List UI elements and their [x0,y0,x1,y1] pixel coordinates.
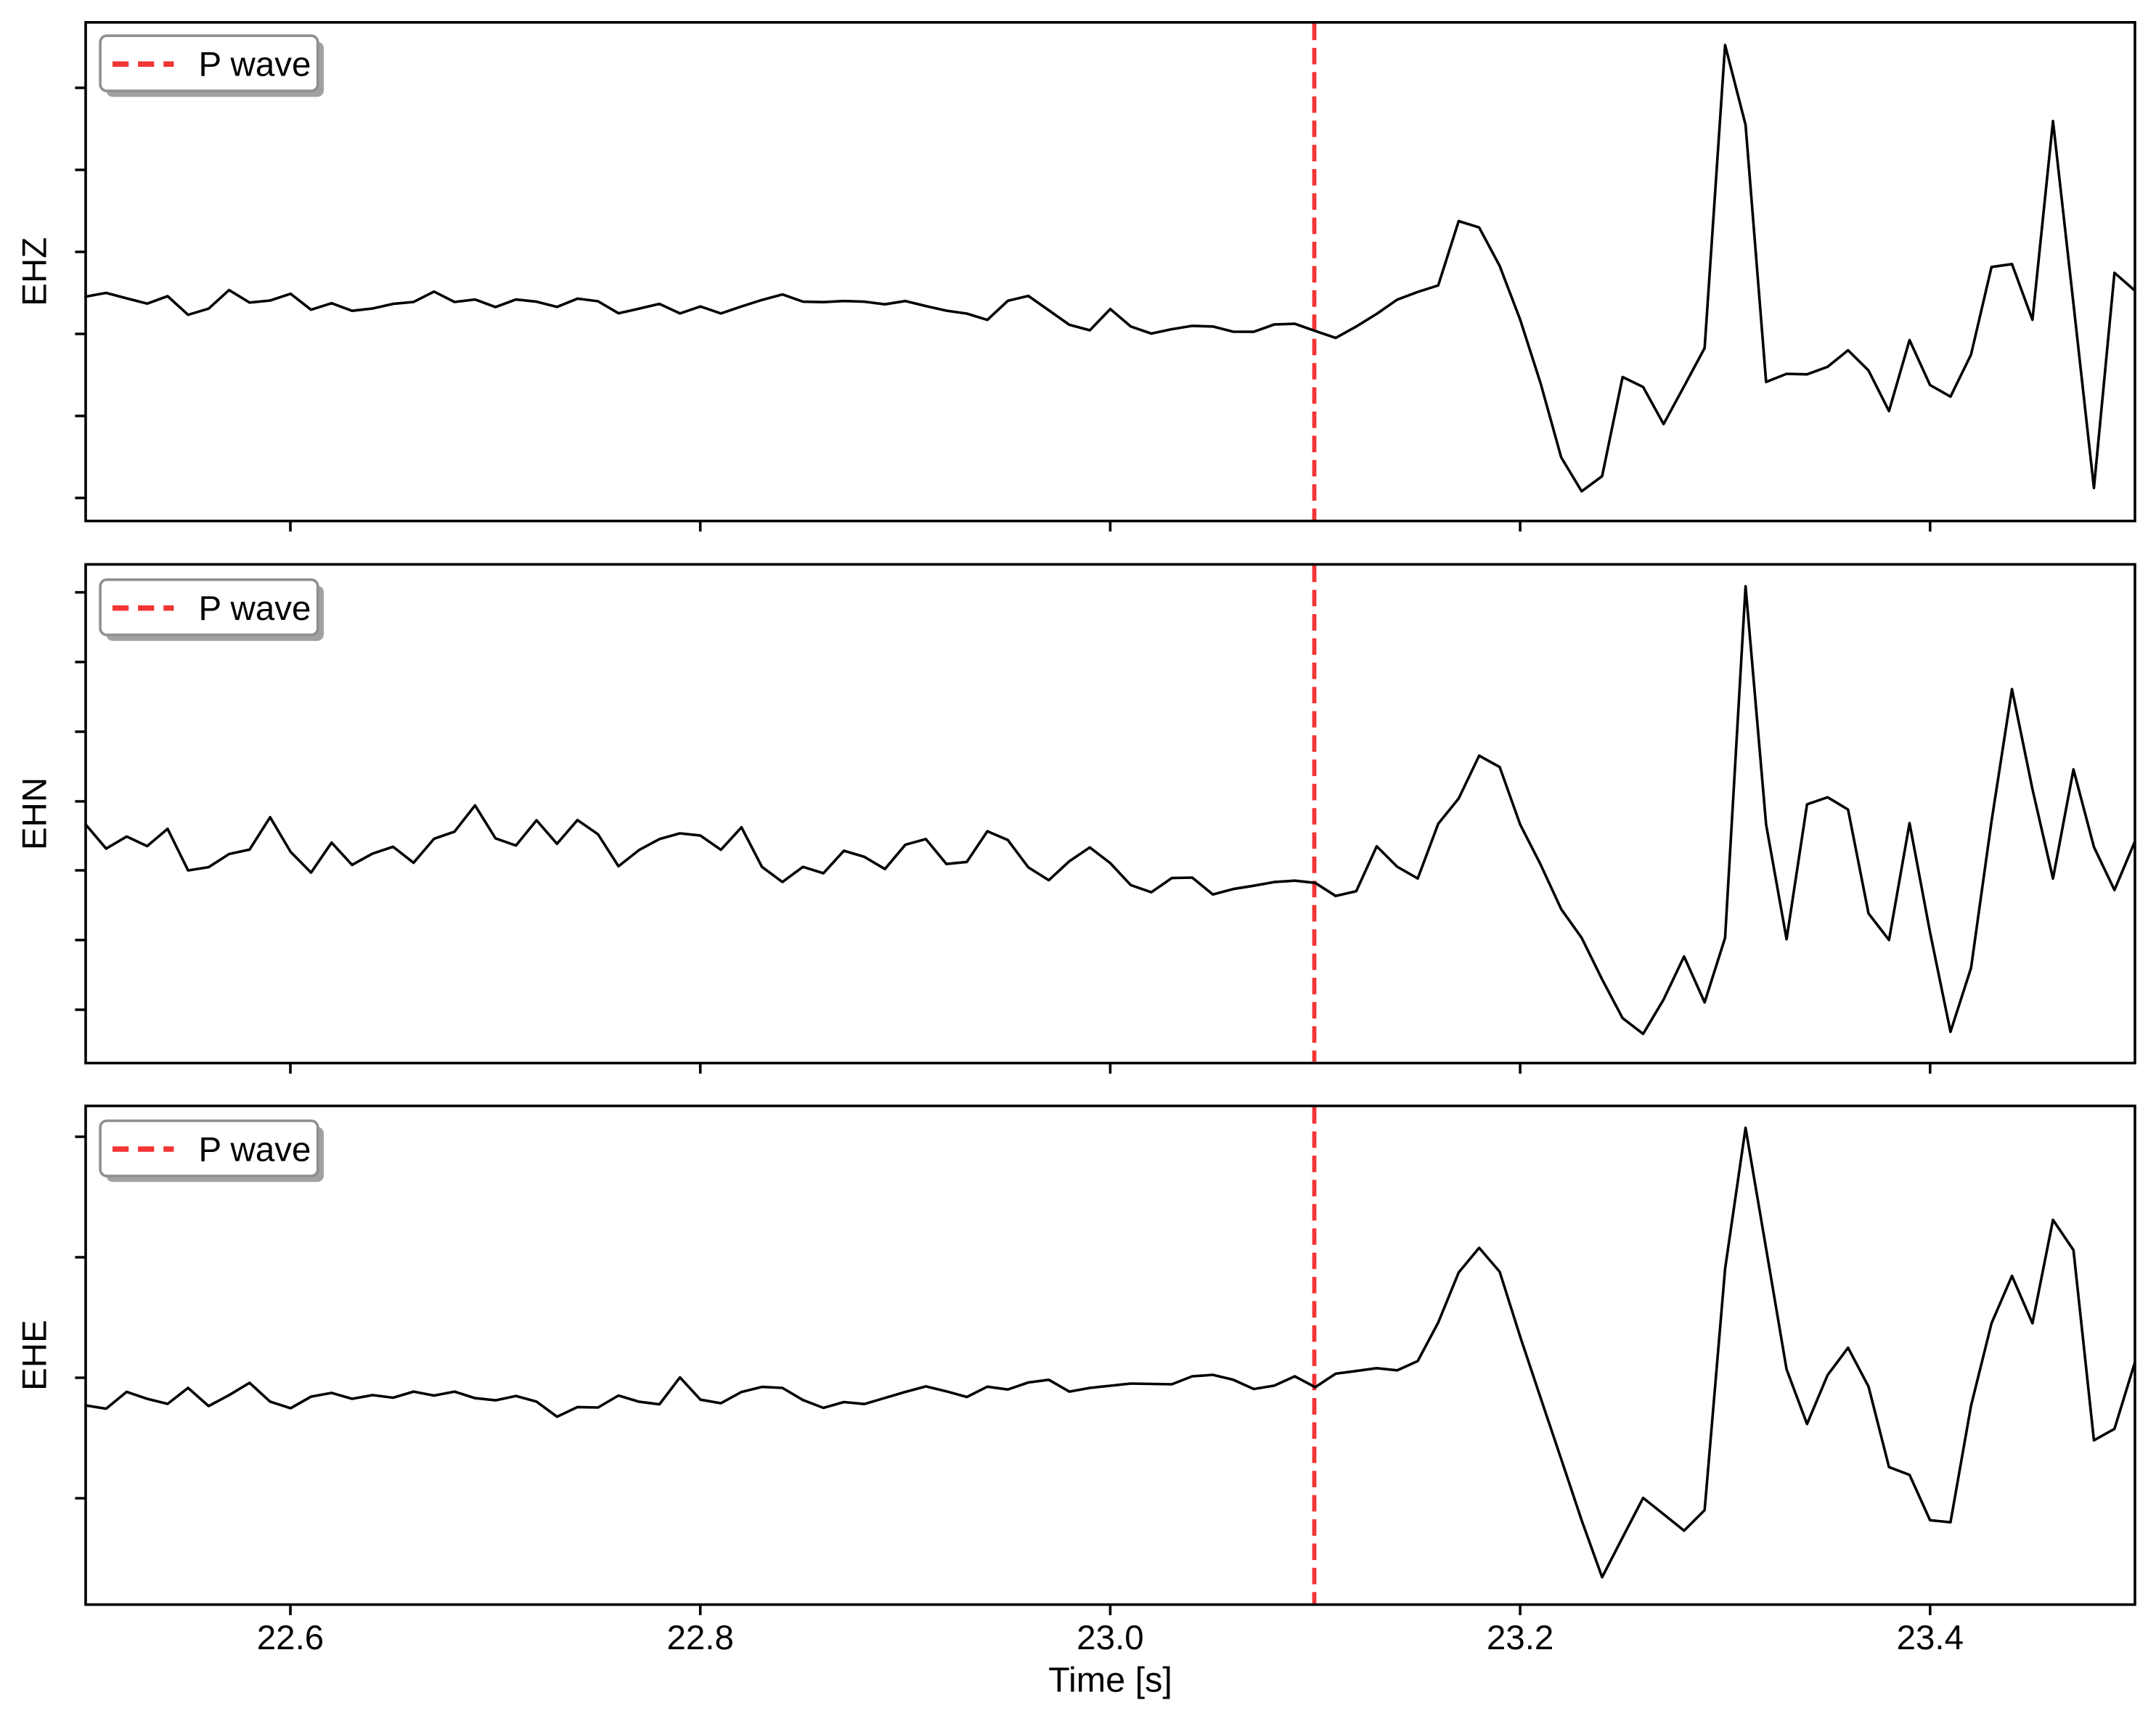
svg-text:P wave: P wave [199,589,311,628]
svg-text:P wave: P wave [199,1130,311,1169]
svg-text:Time [s]: Time [s] [1048,1661,1172,1700]
svg-text:23.2: 23.2 [1487,1619,1553,1657]
svg-text:EHE: EHE [16,1320,54,1391]
svg-text:22.8: 22.8 [666,1619,733,1657]
svg-text:23.4: 23.4 [1897,1619,1964,1657]
svg-text:EHN: EHN [16,777,54,850]
svg-text:EHZ: EHZ [16,237,54,306]
svg-text:22.6: 22.6 [257,1619,324,1657]
svg-text:23.0: 23.0 [1077,1619,1143,1657]
svg-text:P wave: P wave [199,46,311,84]
